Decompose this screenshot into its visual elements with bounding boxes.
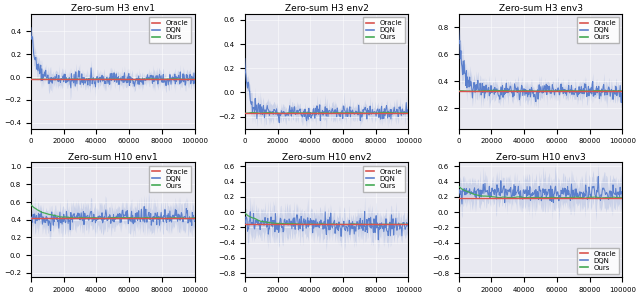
- Title: Zero-sum H3 env1: Zero-sum H3 env1: [70, 4, 155, 13]
- Legend: Oracle, DQN, Ours: Oracle, DQN, Ours: [577, 248, 619, 274]
- Title: Zero-sum H3 env3: Zero-sum H3 env3: [499, 4, 582, 13]
- Legend: Oracle, DQN, Ours: Oracle, DQN, Ours: [149, 166, 191, 192]
- Title: Zero-sum H10 env1: Zero-sum H10 env1: [68, 153, 157, 162]
- Title: Zero-sum H10 env3: Zero-sum H10 env3: [495, 153, 586, 162]
- Legend: Oracle, DQN, Ours: Oracle, DQN, Ours: [363, 166, 405, 192]
- Legend: Oracle, DQN, Ours: Oracle, DQN, Ours: [149, 18, 191, 43]
- Legend: Oracle, DQN, Ours: Oracle, DQN, Ours: [577, 18, 619, 43]
- Title: Zero-sum H10 env2: Zero-sum H10 env2: [282, 153, 371, 162]
- Legend: Oracle, DQN, Ours: Oracle, DQN, Ours: [363, 18, 405, 43]
- Title: Zero-sum H3 env2: Zero-sum H3 env2: [285, 4, 369, 13]
